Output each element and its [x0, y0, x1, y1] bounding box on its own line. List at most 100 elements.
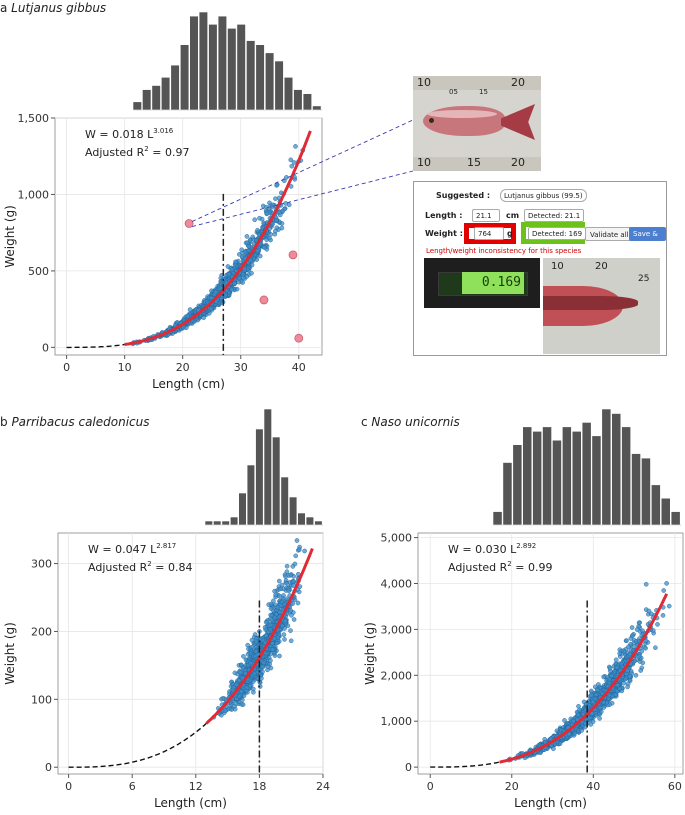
data-point [617, 651, 623, 656]
data-point [282, 637, 287, 642]
data-point [268, 606, 274, 611]
data-point [288, 638, 294, 644]
fit-equation: W = 0.047 L2.817 [88, 542, 176, 556]
data-point [575, 712, 581, 718]
histogram-bar [552, 439, 562, 526]
data-point [278, 586, 284, 592]
histogram-bar [611, 413, 622, 526]
x-tick-label: 60 [668, 780, 682, 793]
x-tick-label: 0 [63, 361, 70, 374]
fit-curve [124, 130, 312, 346]
data-point [286, 588, 292, 594]
histogram-bar [274, 60, 284, 111]
histogram-bar [542, 426, 552, 526]
length-input[interactable]: 21.1 [472, 209, 500, 222]
histogram-bar [208, 23, 218, 111]
data-point [289, 613, 294, 618]
fit-curve [205, 547, 314, 725]
histogram-bar [238, 492, 247, 526]
ruler-crop-10: 10 [551, 261, 564, 272]
histogram-bar [621, 426, 631, 526]
data-point [629, 625, 635, 630]
weight-input[interactable]: 764 [474, 227, 504, 240]
ruler-bottom-15: 15 [467, 156, 481, 169]
data-point [588, 688, 594, 694]
y-tick-label: 2,000 [381, 669, 413, 682]
data-point [261, 660, 267, 666]
panel-a: a Lutjanus gibbus 0 10 20 30 40 0 500 1,000 1,500… [0, 1, 414, 391]
histogram-bar [170, 64, 180, 111]
data-point [625, 684, 630, 690]
data-point [187, 307, 193, 312]
fit-r-squared: Adjusted R2 = 0.97 [85, 145, 189, 159]
histogram-bar [312, 105, 322, 111]
histogram-bar [230, 516, 239, 526]
data-point [262, 245, 267, 250]
ruler-top-15: 15 [479, 88, 488, 96]
data-point [633, 673, 639, 678]
histogram-bar [221, 520, 230, 526]
connector-line [191, 119, 414, 222]
data-point [302, 548, 307, 554]
data-point [277, 593, 282, 599]
ruler-top-05: 05 [449, 88, 458, 96]
weight-detected[interactable]: Detected: 169 [528, 227, 587, 240]
data-point [255, 227, 260, 233]
data-point [264, 211, 270, 216]
data-point [209, 288, 214, 294]
data-point [260, 669, 265, 675]
x-tick-label: 30 [234, 361, 248, 374]
data-point [208, 306, 214, 311]
histogram-bar [151, 85, 161, 111]
histogram-bar [227, 27, 237, 111]
histogram-bar [601, 408, 612, 526]
data-point [239, 247, 244, 253]
panel-b: b Parribacus caledonicus 0 6 12 18 24 0 100 200 3… [0, 408, 330, 810]
histogram-bar [581, 422, 592, 526]
histogram-bar [532, 430, 542, 526]
x-tick-label: 10 [118, 361, 132, 374]
data-point [274, 183, 279, 188]
histogram-bar [255, 428, 264, 526]
x-tick-label: 0 [65, 780, 72, 793]
ruler-top-10: 10 [417, 76, 431, 89]
validate-all-button[interactable]: Validate all [585, 227, 634, 241]
data-point [229, 707, 234, 712]
fit-equation: W = 0.030 L2.892 [448, 542, 536, 556]
histogram-bar [161, 77, 171, 111]
data-point [213, 289, 219, 295]
histogram-bar [571, 430, 582, 526]
data-point [280, 623, 285, 629]
data-point [272, 588, 277, 594]
data-point [185, 313, 190, 319]
data-point [222, 708, 228, 713]
data-point [589, 693, 594, 698]
data-point [568, 716, 574, 722]
data-point [609, 673, 614, 679]
y-tick-label: 1,000 [381, 715, 413, 728]
data-point [250, 234, 256, 240]
data-point [284, 581, 289, 586]
weight-highlight-red [464, 223, 516, 244]
histogram-bar [305, 516, 315, 526]
data-point [233, 682, 239, 688]
data-point [586, 715, 592, 721]
histogram-bar [641, 457, 651, 526]
data-point [283, 618, 288, 624]
data-point [595, 688, 601, 693]
y-tick-label: 100 [31, 693, 52, 706]
length-detected[interactable]: Detected: 21.1 [524, 209, 585, 222]
data-point [245, 642, 250, 648]
data-point [288, 572, 294, 578]
data-point [263, 619, 269, 625]
data-point [241, 654, 246, 659]
data-point [226, 271, 232, 277]
histogram-bar [502, 462, 513, 526]
data-point [249, 637, 255, 643]
data-point [288, 628, 293, 633]
data-point [251, 671, 257, 677]
save-next-button[interactable]: Save & Next [629, 227, 666, 252]
suggested-label: Suggested : [436, 191, 491, 200]
data-point [607, 666, 613, 671]
suggested-species-chip[interactable]: Lutjanus gibbus (99.5) [500, 189, 587, 202]
